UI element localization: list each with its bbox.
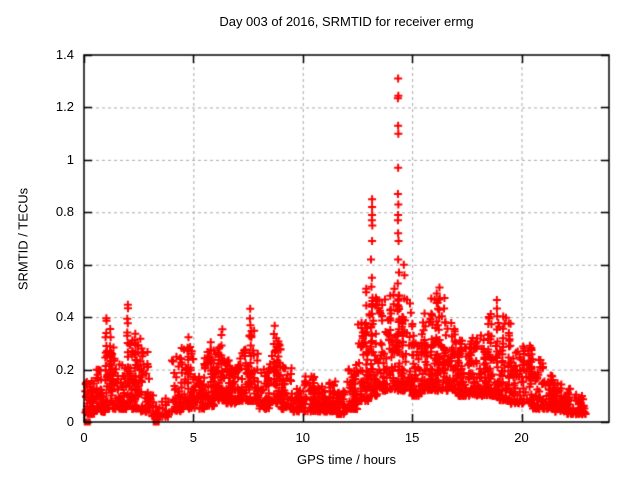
y-tick-label: 0.6 (55, 256, 74, 272)
x-tick-label: 0 (80, 430, 88, 445)
y-tick-label: 0.2 (55, 361, 74, 377)
x-tick-label: 20 (514, 430, 529, 445)
y-tick-label: 0.8 (55, 204, 74, 220)
y-tick-label: 1.4 (55, 47, 74, 62)
y-tick-label: 1.2 (55, 99, 74, 115)
y-tick-label: 1 (66, 151, 74, 167)
x-tick-label: 10 (295, 430, 310, 445)
chart-title: Day 003 of 2016, SRMTID for receiver erm… (219, 14, 474, 29)
x-tick-label: 5 (189, 430, 197, 445)
x-tick-label: 15 (404, 430, 420, 445)
x-axis-label: GPS time / hours (297, 452, 396, 467)
y-tick-label: 0.4 (55, 309, 74, 325)
y-tick-label: 0 (66, 414, 74, 429)
